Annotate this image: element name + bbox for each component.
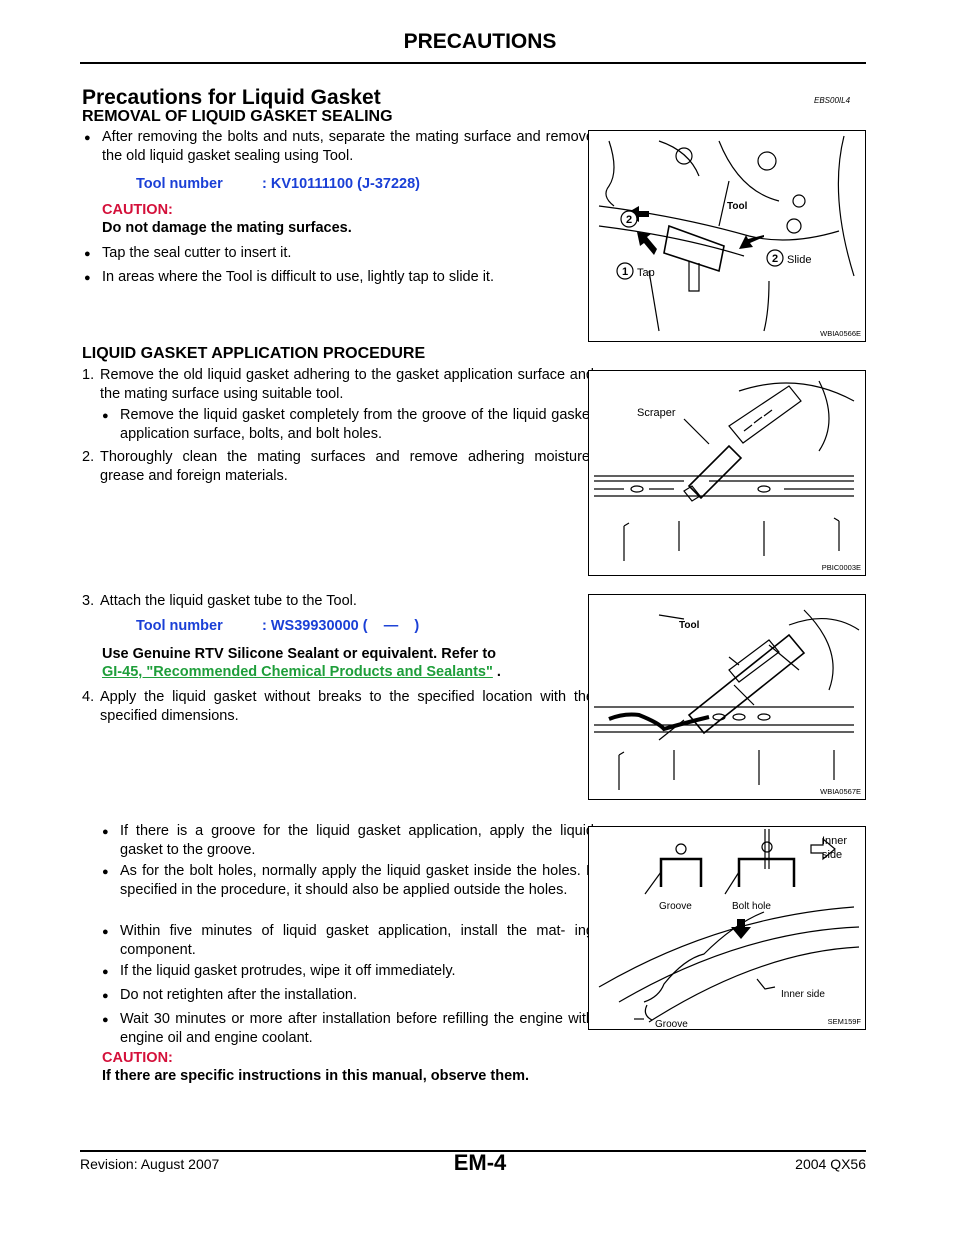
step-2-number: 2. (82, 449, 95, 465)
app-bullet-1: If there is a groove for the liquid gask… (102, 822, 594, 860)
fig4-label-groove: Groove (659, 901, 692, 912)
footer-revision: Revision: August 2007 (80, 1156, 220, 1172)
figure-code: WBIA0566E (820, 329, 861, 338)
fig4-label-inner: Inner (822, 835, 847, 847)
app-bullet-3: Within five minutes of liquid gasket app… (102, 922, 594, 960)
figure-code: WBIA0567E (820, 787, 861, 796)
step-3-text: Attach the liquid gasket tube to the Too… (100, 593, 357, 609)
step-4: 4. Apply the liquid gasket without breaks… (82, 688, 594, 726)
removal-caution-text: Do not damage the mating surfaces. (102, 220, 352, 236)
fig1-label-tap: Tap (637, 267, 655, 279)
removal-heading: REMOVAL OF LIQUID GASKET SEALING (82, 108, 393, 125)
reference-link-after: . (492, 664, 501, 680)
fig4-label-innerside: Inner side (781, 989, 825, 1000)
genuine-sealant-text: Use Genuine RTV Silicone Sealant or equi… (102, 646, 497, 662)
removal-caution-label: CAUTION: (102, 202, 173, 218)
step-4-text: Apply the liquid gasket without breaks t… (100, 689, 594, 724)
figure-scraper: Scraper PBIC0003E (588, 370, 866, 576)
removal-bullet-1: After removing the bolts and nuts, separ… (84, 128, 594, 166)
figure-code: SEM159F (827, 1017, 861, 1026)
fig1-num1: 1 (622, 266, 628, 278)
fig1-label-tool: Tool (727, 201, 748, 212)
app-caution-label: CAUTION: (102, 1050, 173, 1066)
step-4-number: 4. (82, 689, 95, 705)
footer-divider (80, 1150, 866, 1152)
reference-link[interactable]: GI-45, "Recommended Chemical Products an… (102, 664, 493, 680)
removal-bullet-2: Tap the seal cutter to insert it. (84, 244, 594, 264)
reference-line: GI-45, "Recommended Chemical Products an… (102, 664, 501, 680)
app-bullet-5: Do not retighten after the installation. (102, 986, 594, 1006)
section-code: EBS00IL4 (814, 96, 851, 105)
step-1-number: 1. (82, 367, 95, 383)
removal-tool-label: Tool number (136, 176, 223, 192)
app-bullet-6: Wait 30 minutes or more after installati… (102, 1010, 594, 1048)
step-2: 2. Thoroughly clean the mating surfaces a… (82, 448, 594, 486)
header-divider (80, 62, 866, 64)
fig1-num2-b: 2 (772, 253, 778, 265)
fig4-label-groove-2: Groove (655, 1019, 688, 1029)
fig1-num2-a: 2 (626, 214, 632, 226)
app-tool-value: : WS39930000 ( — ) (262, 618, 420, 634)
step-1-bullet: Remove the liquid gasket completely from… (102, 406, 594, 444)
step-3-number: 3. (82, 593, 95, 609)
figure-code: PBIC0003E (821, 563, 861, 572)
section-title: Precautions for Liquid Gasket (82, 86, 381, 109)
step-2-text: Thoroughly clean the mating surfaces and… (100, 449, 594, 484)
app-bullet-2: As for the bolt holes, normally apply th… (102, 862, 594, 900)
app-caution-text: If there are specific instructions in th… (102, 1068, 530, 1084)
step-1: 1. Remove the old liquid gasket adhering … (82, 366, 594, 404)
figure-gasket-tool: Tool WBIA0567E (588, 594, 866, 800)
app-bullet-4: If the liquid gasket protrudes, wipe it … (102, 962, 594, 982)
removal-tool-value: : KV10111100 (J-37228) (262, 176, 421, 192)
step-1-text: Remove the old liquid gasket adhering to… (100, 367, 594, 402)
page-number: EM-4 (453, 1150, 507, 1175)
page-header-title: PRECAUTIONS (403, 30, 557, 53)
figure-seal-cutter: 2 1 2 Tool Tap Slide WBIA0566E (588, 130, 866, 342)
fig4-label-bolthole: Bolt hole (732, 901, 771, 912)
app-tool-label: Tool number (136, 618, 223, 634)
fig1-label-slide: Slide (787, 254, 811, 266)
step-3: 3. Attach the liquid gasket tube to the T… (82, 592, 594, 611)
application-heading: LIQUID GASKET APPLICATION PROCEDURE (82, 345, 426, 362)
footer-model: 2004 QX56 (795, 1156, 866, 1172)
fig2-label-scraper: Scraper (637, 407, 676, 419)
fig4-label-side: side (822, 849, 842, 861)
figure-groove-bolthole: Inner side Groove Bolt hole Inner side G… (588, 826, 866, 1030)
fig3-label-tool: Tool (679, 620, 700, 631)
removal-bullet-3: In areas where the Tool is difficult to … (84, 268, 594, 288)
